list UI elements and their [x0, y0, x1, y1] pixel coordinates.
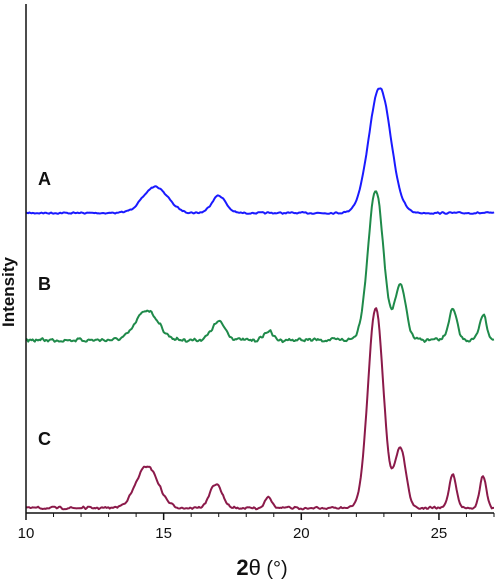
x-tick-label-20: 20: [293, 525, 310, 542]
y-axis-label: Intensity: [0, 257, 18, 327]
x-axis-label-theta: θ: [249, 555, 261, 580]
x-axis-label-unit: (°): [261, 558, 288, 580]
series-label-C: C: [38, 429, 51, 449]
axis-layer: 10 15 20 25: [18, 4, 495, 542]
series-line-B: [25, 190, 495, 344]
series-line-A: [25, 87, 495, 215]
series-layer: [25, 87, 495, 511]
series-label-layer: A B C: [38, 169, 51, 449]
x-tick-label-15: 15: [155, 525, 172, 542]
series-label-A: A: [38, 169, 51, 189]
x-tick-label-25: 25: [431, 525, 448, 542]
x-tick-label-10: 10: [18, 525, 35, 542]
series-line-C: [25, 307, 494, 511]
x-axis-label: 2θ (°): [236, 555, 287, 580]
series-label-B: B: [38, 274, 51, 294]
x-axis-label-two: 2: [236, 555, 248, 580]
